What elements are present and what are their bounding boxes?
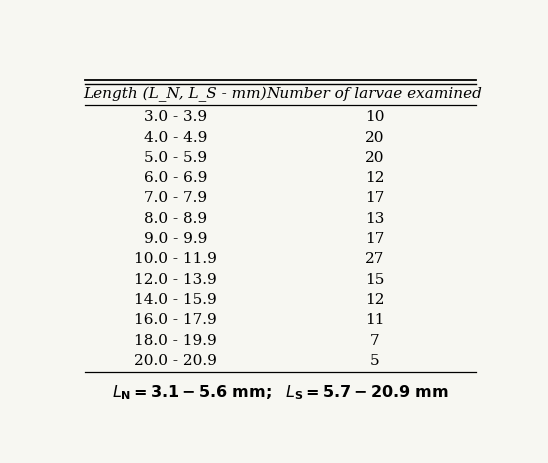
Text: 7: 7: [370, 333, 379, 347]
Text: 8.0 - 8.9: 8.0 - 8.9: [144, 211, 207, 225]
Text: 10: 10: [365, 110, 384, 124]
Text: 18.0 - 19.9: 18.0 - 19.9: [134, 333, 216, 347]
Text: 20.0 - 20.9: 20.0 - 20.9: [134, 353, 217, 367]
Text: 13: 13: [365, 211, 384, 225]
Text: 12.0 - 13.9: 12.0 - 13.9: [134, 272, 216, 286]
Text: 6.0 - 6.9: 6.0 - 6.9: [144, 171, 207, 185]
Text: $\bf{\mathit{L}_{N} = 3.1 - 5.6\ mm;\ \ \mathit{L}_{S} = 5.7 - 20.9\ mm}$: $\bf{\mathit{L}_{N} = 3.1 - 5.6\ mm;\ \ …: [112, 382, 449, 401]
Text: 5.0 - 5.9: 5.0 - 5.9: [144, 150, 207, 164]
Text: 5: 5: [370, 353, 379, 367]
Text: 27: 27: [365, 252, 384, 266]
Text: 16.0 - 17.9: 16.0 - 17.9: [134, 313, 216, 327]
Text: Length (L_N, L_S - mm): Length (L_N, L_S - mm): [83, 86, 267, 101]
Text: 15: 15: [365, 272, 384, 286]
Text: 17: 17: [365, 232, 384, 245]
Text: 12: 12: [365, 293, 384, 307]
Text: 20: 20: [365, 130, 384, 144]
Text: 10.0 - 11.9: 10.0 - 11.9: [134, 252, 217, 266]
Text: 20: 20: [365, 150, 384, 164]
Text: 3.0 - 3.9: 3.0 - 3.9: [144, 110, 207, 124]
Text: 12: 12: [365, 171, 384, 185]
Text: 7.0 - 7.9: 7.0 - 7.9: [144, 191, 207, 205]
Text: 9.0 - 9.9: 9.0 - 9.9: [144, 232, 207, 245]
Text: 4.0 - 4.9: 4.0 - 4.9: [144, 130, 207, 144]
Text: Number of larvae examined: Number of larvae examined: [267, 87, 483, 100]
Text: 14.0 - 15.9: 14.0 - 15.9: [134, 293, 216, 307]
Text: 17: 17: [365, 191, 384, 205]
Text: 11: 11: [365, 313, 384, 327]
